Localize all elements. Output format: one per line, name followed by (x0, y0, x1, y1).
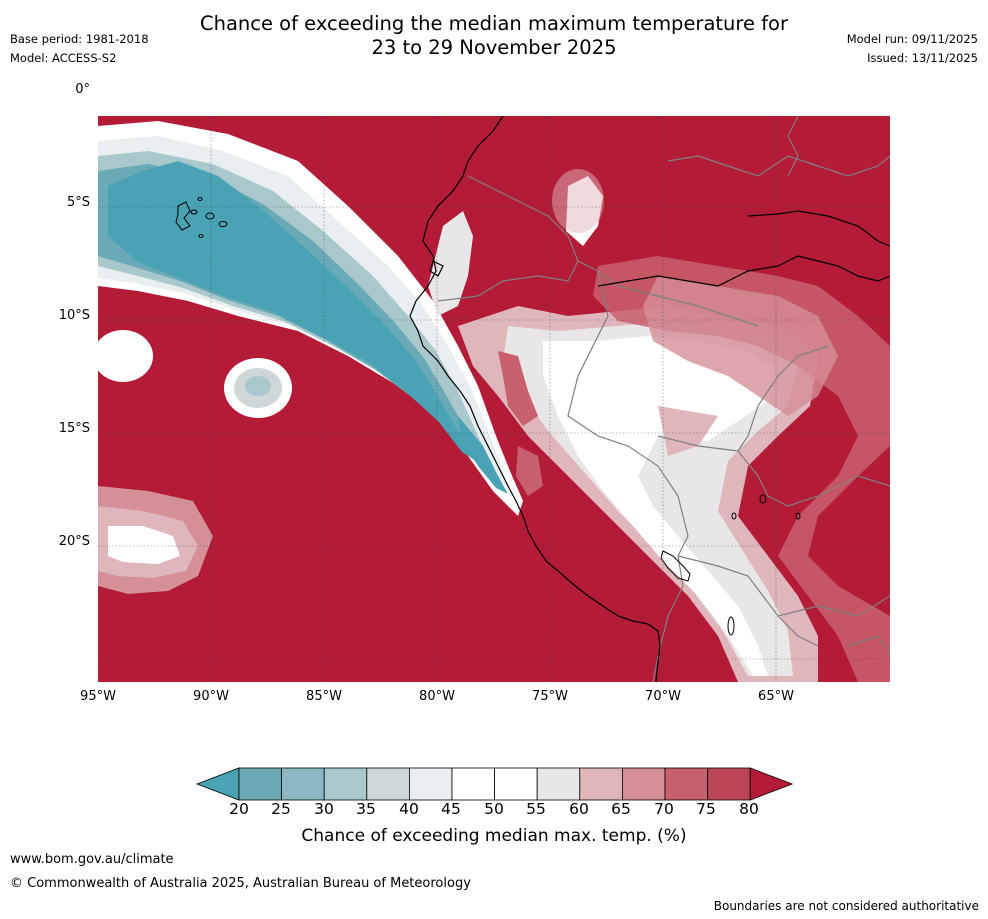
country-borders (437, 116, 890, 682)
lon-label-90w: 90°W (193, 689, 229, 704)
lat-label-15s: 15°S (58, 421, 90, 436)
colorbar-tick-50: 50 (484, 800, 504, 818)
colorbar-tick-20: 20 (229, 800, 249, 818)
lat-label-5s: 5°S (66, 195, 90, 210)
lon-label-85w: 85°W (306, 689, 342, 704)
probability-map (98, 116, 890, 682)
colorbar-tick-65: 65 (611, 800, 631, 818)
colorbar-tick-45: 45 (441, 800, 461, 818)
colorbar-tick-40: 40 (399, 800, 419, 818)
colorbar-tick-25: 25 (271, 800, 291, 818)
graticule (98, 116, 890, 682)
colorbar-segment (323, 767, 368, 801)
colorbar-segment (536, 767, 581, 801)
southwest-patch (98, 486, 213, 594)
colorbar-tick-75: 75 (696, 800, 716, 818)
map-title: Chance of exceeding the median maximum t… (0, 12, 988, 60)
meta-left: Base period: 1981-2018 Model: ACCESS-S2 (10, 30, 149, 68)
colorbar-segment (281, 767, 325, 801)
colorbar-tick-35: 35 (356, 800, 376, 818)
lon-label-75w: 75°W (532, 689, 568, 704)
lon-label-70w: 70°W (645, 689, 681, 704)
website-link[interactable]: www.bom.gov.au/climate (10, 852, 174, 867)
lakes (660, 494, 801, 636)
title-line-2: 23 to 29 November 2025 (371, 36, 617, 59)
meta-right: Model run: 09/11/2025 Issued: 13/11/2025 (847, 30, 978, 68)
colorbar-segment (494, 767, 538, 801)
colorbar-segment (366, 767, 410, 801)
colorbar (195, 767, 794, 801)
galapagos-islands (175, 197, 228, 238)
colorbar-label: Chance of exceeding median max. temp. (%… (301, 826, 687, 846)
base-period: Base period: 1981-2018 (10, 32, 149, 46)
model-run: Model run: 09/11/2025 (846, 32, 978, 46)
near-median-band (428, 169, 818, 682)
colorbar-segment (238, 767, 282, 801)
lat-label-20s: 20°S (58, 534, 90, 549)
lon-label-95w: 95°W (80, 689, 116, 704)
colorbar-arrow-high (749, 767, 794, 801)
copyright-text: © Commonwealth of Australia 2025, Austra… (10, 876, 471, 891)
lon-label-65w: 65°W (758, 689, 794, 704)
lat-label-10s: 10°S (58, 308, 90, 323)
boundary-note: Boundaries are not considered authoritat… (713, 899, 979, 913)
coastlines (409, 116, 890, 682)
colorbar-tick-70: 70 (654, 800, 674, 818)
colorbar-tick-55: 55 (526, 800, 546, 818)
colorbar-arrow-low (195, 767, 240, 801)
colorbar-tick-80: 80 (739, 800, 759, 818)
colorbar-segment (664, 767, 708, 801)
colorbar-segment (451, 767, 495, 801)
issued-date: Issued: 13/11/2025 (867, 51, 978, 65)
title-line-1: Chance of exceeding the median maximum t… (199, 12, 789, 35)
amazon-band (593, 256, 890, 682)
colorbar-segment (707, 767, 751, 801)
colorbar-segment (579, 767, 623, 801)
colorbar-tick-30: 30 (314, 800, 334, 818)
lat-label-0: 0° (75, 82, 90, 97)
colorbar-segment (408, 767, 453, 801)
lon-label-80w: 80°W (419, 689, 455, 704)
colorbar-tick-60: 60 (569, 800, 589, 818)
model-name: Model: ACCESS-S2 (10, 51, 117, 65)
below-median-region (98, 121, 523, 516)
colorbar-segment (621, 767, 666, 801)
